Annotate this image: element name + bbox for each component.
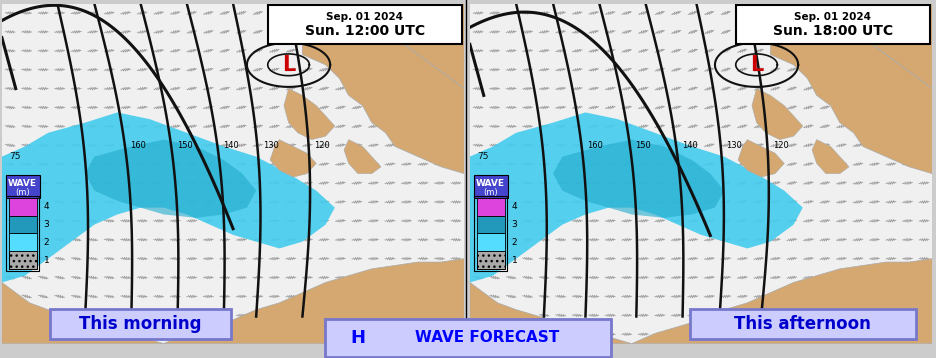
Text: 150: 150: [636, 141, 651, 150]
Text: (m): (m): [483, 188, 498, 197]
Bar: [476, 216, 505, 233]
Text: H: H: [350, 329, 365, 347]
Text: 4: 4: [43, 203, 49, 212]
Polygon shape: [632, 258, 932, 344]
Text: 120: 120: [773, 141, 789, 150]
Text: 3: 3: [43, 220, 50, 229]
Text: 140: 140: [223, 141, 239, 150]
Text: (m): (m): [15, 188, 30, 197]
Text: 1: 1: [511, 256, 518, 265]
FancyBboxPatch shape: [51, 309, 231, 339]
Bar: [8, 198, 37, 216]
Text: 75: 75: [476, 152, 489, 161]
Polygon shape: [302, 4, 464, 174]
Bar: [476, 233, 505, 251]
Bar: [476, 251, 505, 269]
Text: WAVE FORECAST: WAVE FORECAST: [415, 330, 559, 345]
Polygon shape: [812, 140, 849, 174]
Bar: [8, 216, 37, 233]
Text: Sep. 01 2024: Sep. 01 2024: [795, 11, 871, 21]
Text: 70: 70: [8, 220, 21, 229]
FancyBboxPatch shape: [6, 175, 40, 198]
Text: 130: 130: [726, 141, 742, 150]
Text: 3: 3: [511, 220, 518, 229]
Polygon shape: [164, 258, 464, 344]
FancyBboxPatch shape: [690, 309, 916, 339]
Polygon shape: [344, 140, 381, 174]
Text: 160: 160: [587, 141, 603, 150]
FancyBboxPatch shape: [736, 5, 930, 44]
Text: 120: 120: [314, 141, 329, 150]
Bar: [476, 198, 505, 216]
Bar: [8, 251, 37, 269]
Text: 160: 160: [130, 141, 146, 150]
Polygon shape: [470, 282, 632, 344]
FancyBboxPatch shape: [474, 175, 508, 198]
Polygon shape: [470, 112, 803, 282]
FancyBboxPatch shape: [325, 319, 611, 357]
Polygon shape: [284, 88, 335, 140]
Bar: [476, 251, 505, 269]
Text: 140: 140: [681, 141, 697, 150]
Text: Sep. 01 2024: Sep. 01 2024: [327, 11, 403, 21]
Polygon shape: [2, 282, 164, 344]
Text: This morning: This morning: [80, 315, 202, 333]
Bar: [8, 233, 37, 251]
Polygon shape: [349, 4, 464, 88]
Text: Sun. 18:00 UTC: Sun. 18:00 UTC: [773, 24, 893, 38]
Polygon shape: [271, 140, 316, 177]
Text: 150: 150: [177, 141, 193, 150]
Polygon shape: [553, 140, 724, 218]
Text: L: L: [750, 55, 763, 75]
Text: 2: 2: [43, 238, 49, 247]
Polygon shape: [817, 4, 932, 88]
Polygon shape: [770, 4, 932, 174]
Text: This afternoon: This afternoon: [735, 315, 871, 333]
Text: L: L: [282, 55, 295, 75]
FancyBboxPatch shape: [268, 5, 462, 44]
Polygon shape: [739, 140, 784, 177]
Text: Sun. 12:00 UTC: Sun. 12:00 UTC: [305, 24, 425, 38]
Text: WAVE: WAVE: [8, 179, 37, 188]
Polygon shape: [2, 112, 335, 282]
Bar: [8, 251, 37, 269]
Text: 75: 75: [8, 152, 21, 161]
Text: 4: 4: [511, 203, 517, 212]
Polygon shape: [752, 88, 803, 140]
Text: 1: 1: [43, 256, 50, 265]
Text: 70: 70: [476, 220, 489, 229]
Polygon shape: [85, 140, 256, 218]
Text: 130: 130: [263, 141, 279, 150]
Text: WAVE: WAVE: [476, 179, 505, 188]
Text: 2: 2: [511, 238, 517, 247]
